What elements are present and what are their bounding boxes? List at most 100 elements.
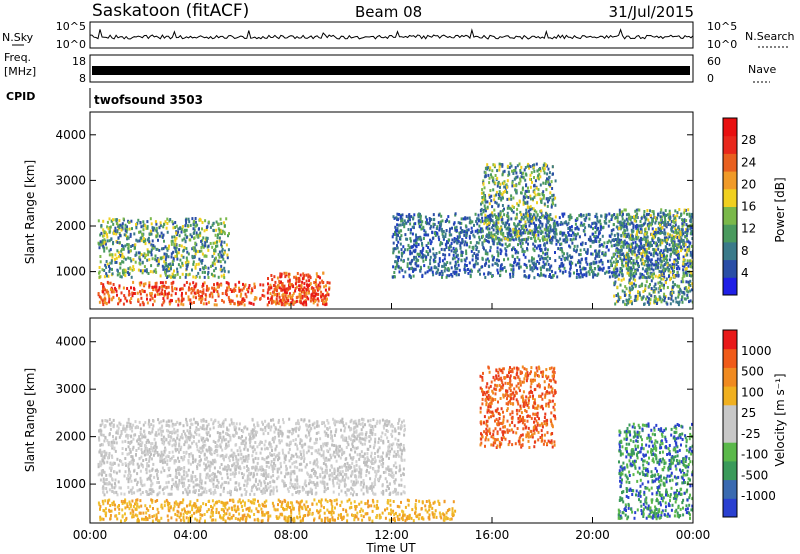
echo-cell xyxy=(124,223,127,227)
echo-cell xyxy=(411,245,414,249)
echo-cell xyxy=(269,283,272,287)
echo-cell xyxy=(241,297,244,301)
echo-cell xyxy=(594,237,597,241)
echo-cell xyxy=(177,510,180,514)
echo-cell xyxy=(525,263,528,267)
echo-cell xyxy=(574,237,577,241)
echo-cell xyxy=(618,273,621,277)
echo-cell xyxy=(103,230,106,234)
echo-cell xyxy=(598,240,601,244)
echo-cell xyxy=(637,208,640,212)
echo-cell xyxy=(521,186,524,190)
echo-cell xyxy=(140,296,143,300)
echo-cell xyxy=(559,264,562,268)
echo-cell xyxy=(539,249,542,253)
echo-cell xyxy=(476,253,479,257)
echo-cell xyxy=(298,503,301,507)
echo-cell xyxy=(685,266,688,270)
echo-cell xyxy=(567,231,570,235)
echo-cell xyxy=(213,286,216,290)
beam-title: Beam 08 xyxy=(355,3,422,21)
echo-cell xyxy=(198,519,201,523)
echo-cell xyxy=(408,246,411,250)
echo-cell xyxy=(553,226,556,230)
echo-cell xyxy=(444,517,447,521)
echo-cell xyxy=(629,267,632,271)
echo-cell xyxy=(475,241,478,245)
echo-cell xyxy=(492,224,494,228)
echo-cell xyxy=(651,274,653,278)
echo-cell xyxy=(586,262,589,266)
echo-cell xyxy=(484,207,487,211)
echo-cell xyxy=(515,212,518,216)
y-tick-label: 1000 xyxy=(55,265,86,279)
echo-cell xyxy=(177,297,180,301)
echo-cell xyxy=(320,501,322,505)
echo-cell xyxy=(150,292,153,295)
echo-cell xyxy=(654,221,657,225)
echo-cell xyxy=(513,257,516,261)
echo-cell xyxy=(654,300,657,304)
echo-cell xyxy=(670,236,673,240)
echo-cell xyxy=(509,162,512,166)
echo-cell xyxy=(520,225,523,228)
echo-cell xyxy=(530,237,533,240)
echo-cell xyxy=(187,252,190,256)
echo-cell xyxy=(104,297,107,301)
echo-cell xyxy=(534,225,537,229)
echo-cell xyxy=(643,302,645,306)
echo-cell xyxy=(553,219,556,223)
echo-cell xyxy=(209,242,212,245)
echo-cell xyxy=(672,290,675,294)
echo-cell xyxy=(153,299,156,303)
echo-cell xyxy=(283,284,286,288)
echo-cell xyxy=(108,217,111,221)
echo-cell xyxy=(413,257,416,261)
echo-cell xyxy=(200,239,203,243)
echo-cell xyxy=(490,194,493,198)
echo-cell xyxy=(114,257,116,261)
echo-cell xyxy=(230,290,233,293)
echo-cell xyxy=(497,237,500,241)
echo-cell xyxy=(448,246,450,250)
echo-cell xyxy=(307,273,310,277)
echo-cell xyxy=(651,273,654,277)
echo-cell xyxy=(642,295,645,299)
echo-cell xyxy=(227,270,230,274)
echo-cell xyxy=(591,252,594,256)
echo-cell xyxy=(328,281,331,285)
echo-cell xyxy=(483,222,486,226)
echo-cell xyxy=(660,254,663,258)
echo-cell xyxy=(597,226,600,230)
echo-cell xyxy=(646,235,649,239)
echo-cell xyxy=(579,265,581,269)
echo-cell xyxy=(663,275,666,279)
power-colorbar-tick: 28 xyxy=(741,133,756,147)
echo-cell xyxy=(175,518,178,522)
echo-cell xyxy=(481,196,484,199)
echo-cell xyxy=(301,277,304,281)
echo-cell xyxy=(631,250,634,254)
echo-cell xyxy=(210,272,213,276)
echo-cell xyxy=(97,501,100,505)
echo-cell xyxy=(594,249,597,253)
echo-cell xyxy=(474,244,477,248)
echo-cell xyxy=(442,253,445,257)
echo-cell xyxy=(567,227,570,230)
echo-cell xyxy=(552,202,554,206)
echo-cell xyxy=(272,290,275,294)
echo-cell xyxy=(190,235,193,239)
echo-cell xyxy=(592,221,595,225)
echo-cell xyxy=(174,226,177,229)
colorbar-segment xyxy=(723,241,737,261)
echo-cell xyxy=(537,174,540,178)
echo-cell xyxy=(146,258,149,262)
echo-cell xyxy=(691,262,693,266)
echo-cell xyxy=(415,257,418,261)
echo-cell xyxy=(620,258,623,262)
echo-cell xyxy=(501,233,504,236)
echo-cell xyxy=(220,232,223,236)
echo-cell xyxy=(283,288,286,292)
echo-cell xyxy=(585,216,588,220)
echo-cell xyxy=(171,281,174,285)
